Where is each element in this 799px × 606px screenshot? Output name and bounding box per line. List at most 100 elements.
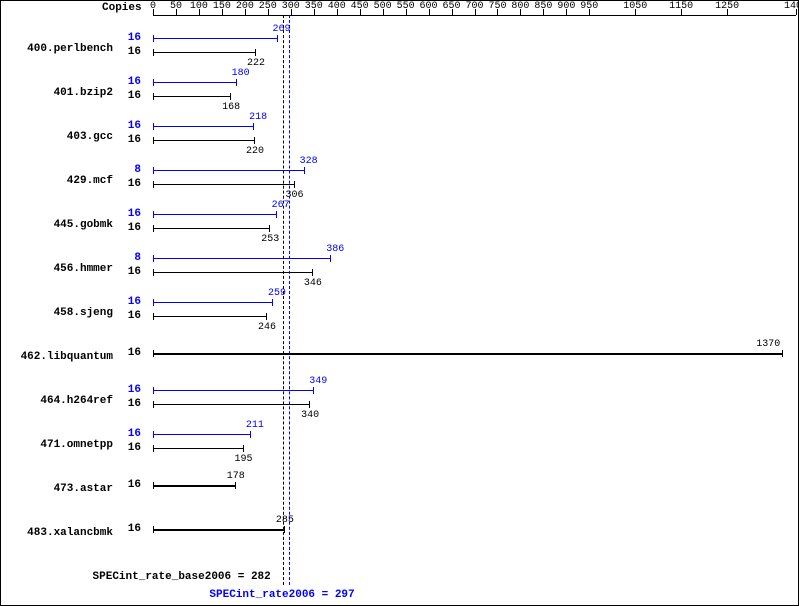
axis-tick-label: 600	[420, 1, 438, 12]
bar-base	[153, 448, 243, 449]
bar-value-base: 246	[258, 322, 276, 333]
bar-tick-base	[254, 137, 255, 144]
bar-tick-base	[153, 445, 154, 452]
bar-tick-peak	[236, 79, 237, 86]
axis-tick-label: 700	[465, 1, 483, 12]
bar-peak	[153, 38, 277, 39]
bar-tick-peak	[330, 255, 331, 262]
bar-base	[153, 272, 312, 273]
bar-base	[153, 529, 284, 531]
spec-rate-chart: Copies 050100150200250300350400450500550…	[0, 0, 799, 606]
bar-tick-peak	[313, 387, 314, 394]
bar-peak	[153, 434, 250, 435]
bar-tick-peak	[153, 123, 154, 130]
bar-tick-base	[284, 526, 285, 533]
axis-tick-label: 1050	[623, 1, 647, 12]
bar-value-base: 195	[235, 454, 253, 465]
axis-tick-label: 750	[488, 1, 506, 12]
bar-value-peak: 386	[326, 244, 344, 255]
bar-value-base: 285	[276, 515, 294, 526]
bar-tick-base	[153, 313, 154, 320]
bar-value-peak: 267	[272, 200, 290, 211]
copies-base: 16	[121, 347, 141, 359]
bar-tick-peak	[153, 255, 154, 262]
bar-value-peak: 180	[232, 68, 250, 79]
copies-peak: 8	[121, 252, 141, 264]
bar-tick-base	[266, 313, 267, 320]
benchmark-name: 400.perlbench	[3, 43, 113, 55]
axis-tick-label: 1150	[669, 1, 693, 12]
axis-tick-label: 500	[374, 1, 392, 12]
bar-tick-base	[782, 350, 783, 357]
benchmark-name: 458.sjeng	[3, 307, 113, 319]
bar-value-base: 346	[304, 278, 322, 289]
axis-tick-label: 550	[397, 1, 415, 12]
copies-peak: 8	[121, 164, 141, 176]
bar-tick-base	[153, 401, 154, 408]
benchmark-name: 473.astar	[3, 483, 113, 495]
benchmark-name: 403.gcc	[3, 131, 113, 143]
bar-value-base: 1370	[756, 339, 780, 350]
bar-tick-base	[153, 49, 154, 56]
axis-tick-label: 150	[213, 1, 231, 12]
bar-base	[153, 140, 254, 141]
copies-header: Copies	[102, 2, 142, 14]
copies-base: 16	[121, 178, 141, 190]
bar-tick-base	[153, 137, 154, 144]
copies-peak: 16	[121, 120, 141, 132]
copies-base: 16	[121, 442, 141, 454]
bar-tick-base	[230, 93, 231, 100]
benchmark-name: 483.xalancbmk	[3, 527, 113, 539]
copies-base: 16	[121, 479, 141, 491]
copies-base: 16	[121, 310, 141, 322]
bar-tick-base	[255, 49, 256, 56]
axis-tick-label: 250	[259, 1, 277, 12]
footer-base: SPECint_rate_base2006 = 282	[93, 571, 271, 583]
axis-tick-label: 400	[328, 1, 346, 12]
bar-value-peak: 349	[309, 376, 327, 387]
copies-base: 16	[121, 90, 141, 102]
benchmark-name: 445.gobmk	[3, 219, 113, 231]
axis-tick-label: 800	[511, 1, 529, 12]
axis-tick-label: 0	[150, 1, 156, 12]
bar-value-base: 168	[222, 102, 240, 113]
bar-value-base: 253	[261, 234, 279, 245]
axis-tick-label: 50	[170, 1, 182, 12]
benchmark-name: 462.libquantum	[3, 351, 113, 363]
bar-tick-peak	[250, 431, 251, 438]
copies-base: 16	[121, 134, 141, 146]
bar-tick-base	[153, 93, 154, 100]
bar-tick-base	[153, 526, 154, 533]
bar-tick-base	[153, 482, 154, 489]
bar-peak	[153, 258, 330, 259]
bar-value-base: 340	[301, 410, 319, 421]
bar-tick-peak	[153, 299, 154, 306]
copies-peak: 16	[121, 32, 141, 44]
bar-tick-peak	[153, 35, 154, 42]
bar-tick-base	[312, 269, 313, 276]
copies-peak: 16	[121, 428, 141, 440]
footer-peak: SPECint_rate2006 = 297	[209, 589, 354, 601]
x-axis	[153, 15, 796, 16]
bar-tick-peak	[153, 431, 154, 438]
axis-tick-label: 850	[534, 1, 552, 12]
benchmark-name: 471.omnetpp	[3, 439, 113, 451]
axis-tick-label: 900	[557, 1, 575, 12]
axis-tick-label: 1400	[784, 1, 799, 12]
bar-peak	[153, 214, 276, 215]
bar-tick-base	[294, 181, 295, 188]
benchmark-name: 429.mcf	[3, 175, 113, 187]
bar-base	[153, 485, 235, 487]
bar-tick-peak	[253, 123, 254, 130]
axis-tick-label: 200	[236, 1, 254, 12]
axis-tick-label: 450	[351, 1, 369, 12]
ref-line-base	[283, 15, 284, 585]
bar-base	[153, 184, 294, 185]
bar-base	[153, 96, 230, 97]
copies-peak: 16	[121, 76, 141, 88]
axis-tick-label: 100	[190, 1, 208, 12]
bar-tick-peak	[276, 211, 277, 218]
bar-peak	[153, 126, 253, 127]
bar-tick-peak	[304, 167, 305, 174]
bar-tick-base	[309, 401, 310, 408]
